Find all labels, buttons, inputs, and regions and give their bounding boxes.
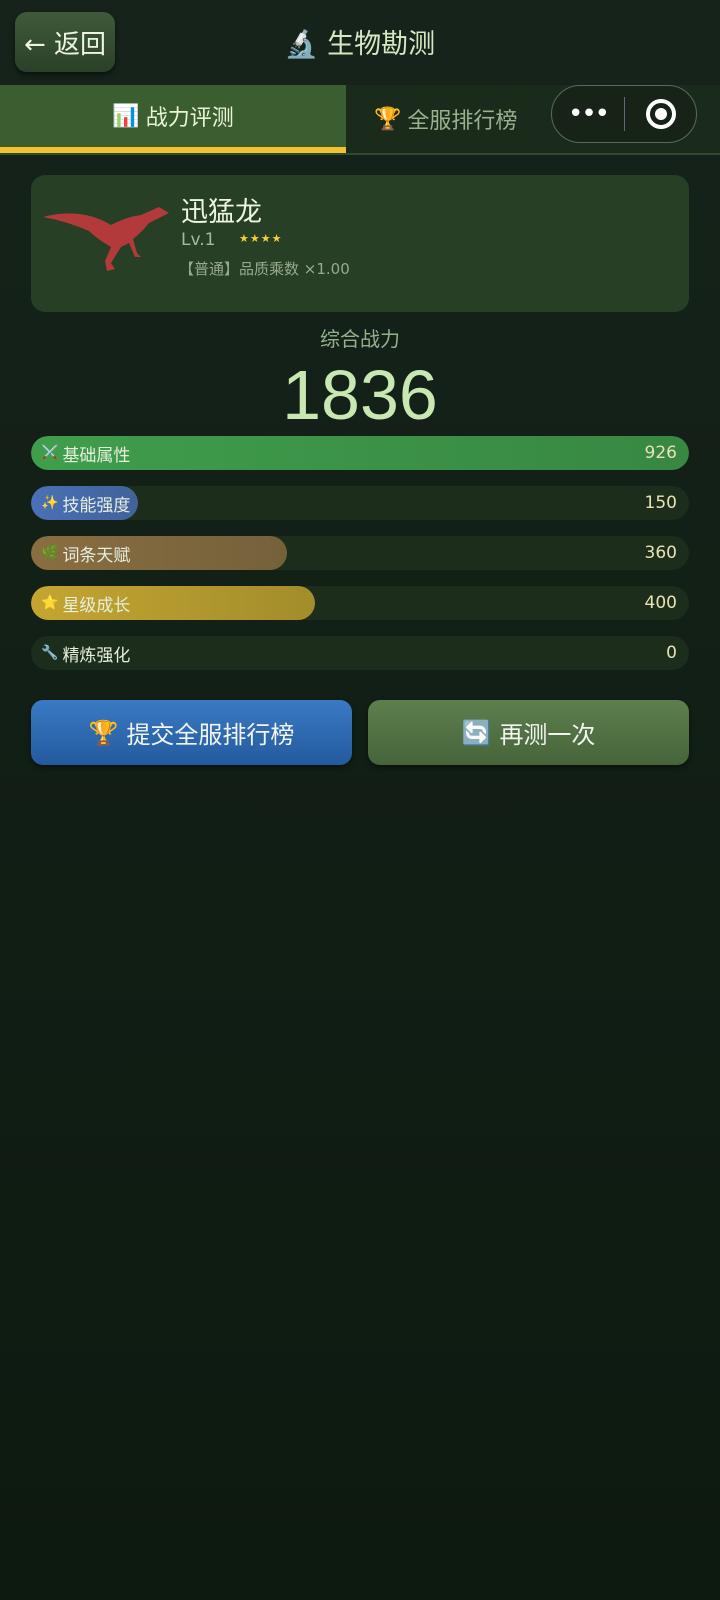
refresh-icon: 🔄	[461, 718, 492, 747]
back-button[interactable]: ← 返回	[15, 12, 115, 72]
stat-label-text: 基础属性	[62, 445, 131, 466]
star-rating: ★★★★	[239, 232, 283, 245]
mini-program-capsule: •••	[551, 85, 697, 143]
stat-value: 150	[644, 493, 677, 513]
stat-value: 926	[644, 443, 677, 463]
power-value: 1836	[282, 356, 438, 434]
stat-bar: 🌿 词条天赋 360	[31, 536, 689, 570]
retry-button[interactable]: 🔄 再测一次	[368, 700, 689, 765]
target-icon	[645, 99, 676, 129]
creature-name: 迅猛龙	[181, 197, 262, 228]
sword-icon: ⚔️	[41, 445, 59, 461]
stat-bar-fill	[31, 436, 689, 470]
sparkle-icon: ✨	[41, 495, 59, 511]
creature-card: 迅猛龙 Lv.1 ★★★★ 【普通】品质乘数 ×1.00	[31, 175, 689, 312]
stat-label-text: 精炼强化	[62, 645, 131, 666]
close-button[interactable]	[625, 99, 696, 129]
tab-power-assessment[interactable]: 📊 战力评测	[0, 85, 346, 153]
raptor-image	[43, 207, 169, 271]
trophy-icon: 🏆	[374, 106, 402, 132]
quality-multiplier: 【普通】品质乘数 ×1.00	[179, 260, 350, 278]
divider	[624, 97, 625, 131]
stat-label: ⭐ 星级成长	[41, 586, 130, 620]
stat-bar: 🔧 精炼强化 0	[31, 636, 689, 670]
trophy-icon: 🏆	[88, 718, 119, 747]
page-title: 🔬 生物勘测	[0, 22, 720, 61]
more-button[interactable]: •••	[567, 99, 610, 129]
button-label: 再测一次	[499, 721, 596, 749]
stat-label-text: 技能强度	[62, 495, 131, 516]
stat-bar: ✨ 技能强度 150	[31, 486, 689, 520]
stat-bar: ⚔️ 基础属性 926	[31, 436, 689, 470]
star-icon: ⭐	[41, 595, 59, 611]
stat-value: 360	[644, 543, 677, 563]
title-text: 生物勘测	[327, 29, 436, 60]
stat-value: 0	[666, 643, 677, 663]
stat-label-text: 词条天赋	[62, 545, 131, 566]
herb-icon: 🌿	[41, 545, 59, 561]
stat-bar-fill	[31, 586, 316, 620]
stat-label: ⚔️ 基础属性	[41, 436, 130, 470]
stat-label: 🔧 精炼强化	[41, 636, 130, 670]
stat-value: 400	[644, 593, 677, 613]
power-label: 综合战力	[320, 327, 400, 351]
submit-leaderboard-button[interactable]: 🏆 提交全服排行榜	[31, 700, 352, 765]
bar-chart-icon: 📊	[112, 103, 140, 129]
stat-label-text: 星级成长	[62, 595, 131, 616]
tab-label: 战力评测	[145, 106, 234, 131]
stat-bar-fill	[31, 536, 287, 570]
stat-label: ✨ 技能强度	[41, 486, 130, 520]
microscope-icon: 🔬	[284, 29, 319, 60]
stat-label: 🌿 词条天赋	[41, 536, 130, 570]
stat-bar: ⭐ 星级成长 400	[31, 586, 689, 620]
stat-bar-fill	[31, 486, 138, 520]
button-label: 提交全服排行榜	[126, 721, 295, 749]
wrench-icon: 🔧	[41, 645, 59, 661]
tab-label: 全服排行榜	[407, 109, 518, 134]
creature-level: Lv.1	[181, 230, 216, 250]
